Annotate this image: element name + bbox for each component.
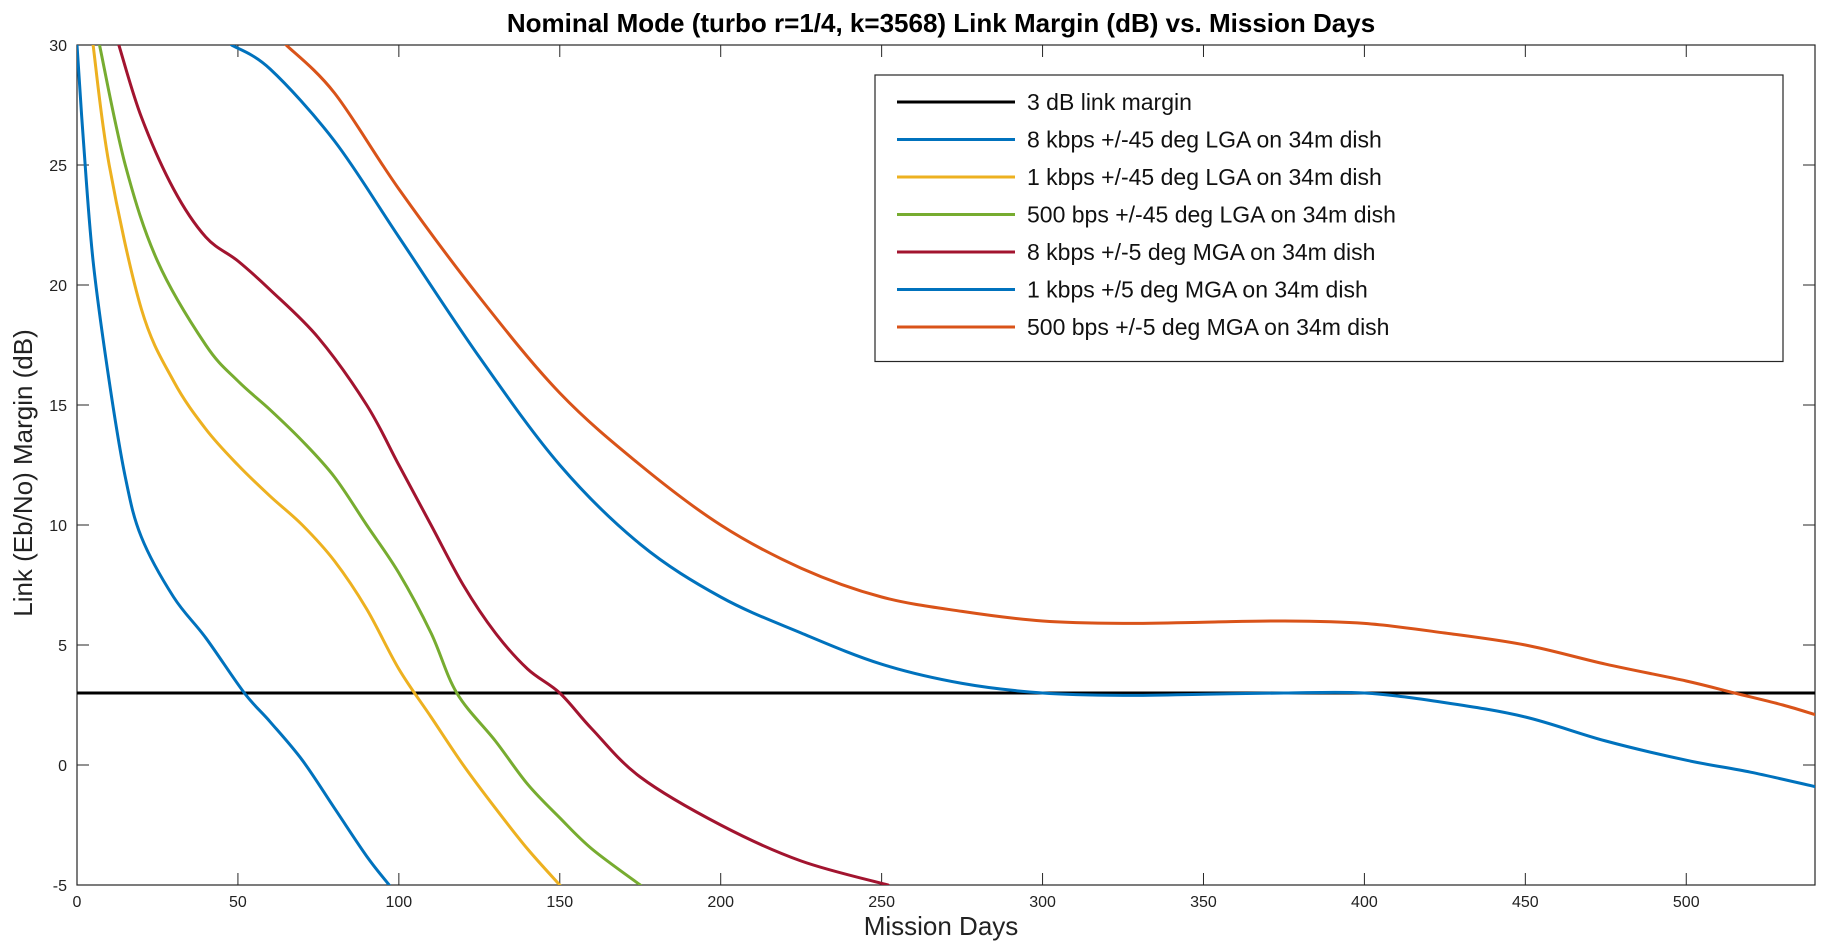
x-axis-label: Mission Days bbox=[864, 911, 1019, 941]
legend-label-2: 1 kbps +/-45 deg LGA on 34m dish bbox=[1027, 164, 1382, 190]
chart-title: Nominal Mode (turbo r=1/4, k=3568) Link … bbox=[507, 8, 1375, 38]
plot-area: 0 50 100 150 200 250 300 350 400 450 500 -5 0 5 10 15 20… bbox=[49, 38, 1816, 911]
y-tick-label: 15 bbox=[49, 398, 67, 415]
axes-box bbox=[76, 44, 1816, 886]
legend-label-6: 500 bps +/-5 deg MGA on 34m dish bbox=[1027, 314, 1389, 340]
y-tick-label: 30 bbox=[49, 38, 67, 55]
legend-label-1: 8 kbps +/-45 deg LGA on 34m dish bbox=[1027, 127, 1382, 153]
x-tick-label: 400 bbox=[1351, 894, 1378, 911]
x-tick-label: 250 bbox=[868, 894, 895, 911]
x-tick-label: 100 bbox=[386, 894, 413, 911]
y-axis-label: Link (Eb/No) Margin (dB) bbox=[8, 329, 38, 617]
x-tick-label: 50 bbox=[229, 894, 247, 911]
x-tick-label: 0 bbox=[73, 894, 82, 911]
x-tick-label: 150 bbox=[546, 894, 573, 911]
series-line-5 bbox=[229, 45, 1815, 789]
y-tick-label: 5 bbox=[58, 638, 67, 655]
legend-box bbox=[874, 74, 1784, 363]
series-lines bbox=[77, 45, 1815, 885]
legend: 3 dB link margin 8 kbps +/-45 deg LGA on … bbox=[874, 74, 1784, 363]
y-tick-label: 10 bbox=[49, 518, 67, 535]
legend-label-0: 3 dB link margin bbox=[1027, 89, 1192, 115]
x-tick-label: 350 bbox=[1190, 894, 1217, 911]
x-tick-label: 300 bbox=[1029, 894, 1056, 911]
series-line-4 bbox=[117, 45, 890, 885]
y-tick-label: -5 bbox=[53, 878, 67, 895]
legend-label-3: 500 bps +/-45 deg LGA on 34m dish bbox=[1027, 202, 1396, 228]
series-line-3 bbox=[98, 45, 642, 885]
series-line-1 bbox=[77, 45, 391, 885]
y-tick-label: 25 bbox=[49, 158, 67, 175]
x-tick-label: 500 bbox=[1673, 894, 1700, 911]
legend-label-4: 8 kbps +/-5 deg MGA on 34m dish bbox=[1027, 239, 1375, 265]
x-tick-label: 200 bbox=[707, 894, 734, 911]
series-line-6 bbox=[284, 45, 1815, 717]
series-line-2 bbox=[91, 45, 562, 885]
y-tick-label: 0 bbox=[58, 758, 67, 775]
legend-label-5: 1 kbps +/5 deg MGA on 34m dish bbox=[1027, 277, 1368, 303]
x-tick-label: 450 bbox=[1512, 894, 1539, 911]
y-tick-label: 20 bbox=[49, 278, 67, 295]
